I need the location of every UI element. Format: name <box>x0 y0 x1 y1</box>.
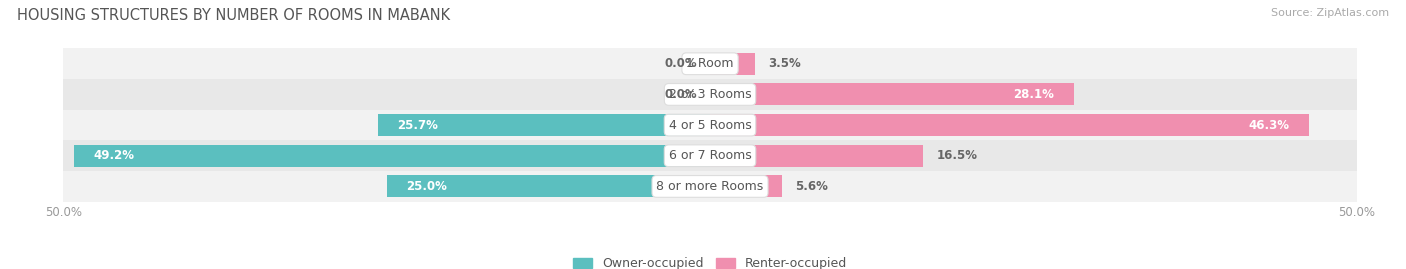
Text: 6 or 7 Rooms: 6 or 7 Rooms <box>669 149 751 162</box>
Bar <box>63 110 1357 140</box>
Text: 49.2%: 49.2% <box>93 149 134 162</box>
Bar <box>63 140 1357 171</box>
Text: 25.7%: 25.7% <box>396 119 437 132</box>
Text: 0.0%: 0.0% <box>665 57 697 70</box>
Bar <box>710 175 783 197</box>
Text: 4 or 5 Rooms: 4 or 5 Rooms <box>669 119 751 132</box>
Bar <box>63 171 1357 202</box>
Text: 16.5%: 16.5% <box>936 149 977 162</box>
Bar <box>710 114 1309 136</box>
Text: 5.6%: 5.6% <box>796 180 828 193</box>
Bar <box>710 83 1074 105</box>
Text: 46.3%: 46.3% <box>1249 119 1289 132</box>
Text: 0.0%: 0.0% <box>665 88 697 101</box>
Text: 8 or more Rooms: 8 or more Rooms <box>657 180 763 193</box>
Text: 28.1%: 28.1% <box>1014 88 1054 101</box>
Text: HOUSING STRUCTURES BY NUMBER OF ROOMS IN MABANK: HOUSING STRUCTURES BY NUMBER OF ROOMS IN… <box>17 8 450 23</box>
Text: 1 Room: 1 Room <box>686 57 734 70</box>
Bar <box>73 145 710 167</box>
Bar <box>710 53 755 75</box>
Bar <box>63 79 1357 110</box>
Bar <box>387 175 710 197</box>
Text: 2 or 3 Rooms: 2 or 3 Rooms <box>669 88 751 101</box>
Bar <box>378 114 710 136</box>
Legend: Owner-occupied, Renter-occupied: Owner-occupied, Renter-occupied <box>568 252 852 269</box>
Text: Source: ZipAtlas.com: Source: ZipAtlas.com <box>1271 8 1389 18</box>
Text: 25.0%: 25.0% <box>406 180 447 193</box>
Text: 3.5%: 3.5% <box>768 57 801 70</box>
Bar <box>710 145 924 167</box>
Bar <box>63 48 1357 79</box>
